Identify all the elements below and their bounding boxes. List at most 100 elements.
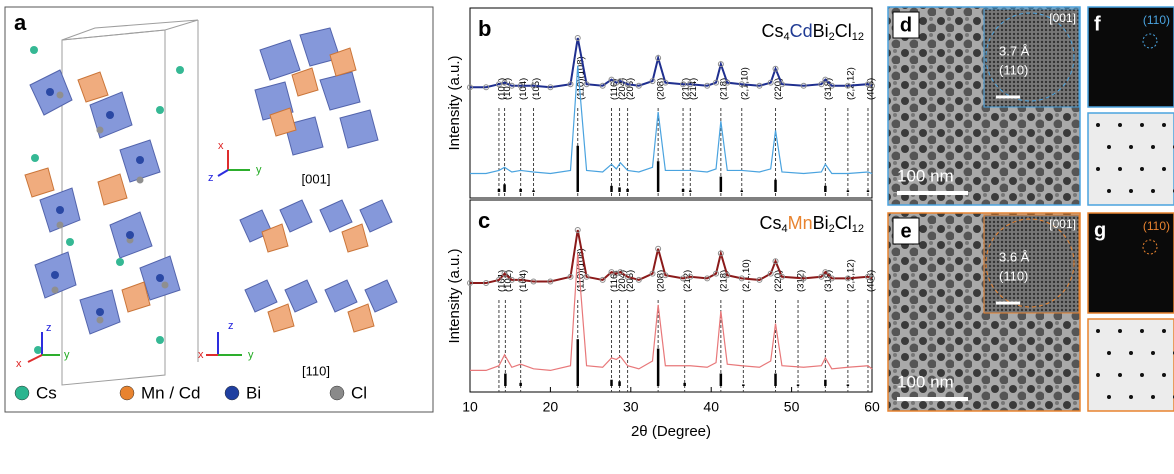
data-point bbox=[818, 81, 825, 88]
data-point bbox=[583, 81, 590, 88]
axis-label: x bbox=[218, 140, 224, 152]
data-point bbox=[724, 272, 731, 279]
y-axis-label: Intensity (a.u.) bbox=[446, 248, 463, 343]
formula-part: Cd bbox=[790, 21, 813, 41]
data-point bbox=[778, 81, 785, 88]
hrtem-inset bbox=[983, 8, 1080, 108]
peak-label: (2,2,12) bbox=[845, 67, 856, 100]
legend-swatch bbox=[329, 385, 345, 401]
fft-circle bbox=[1142, 239, 1158, 255]
diffraction-spot bbox=[1162, 373, 1166, 377]
data-point bbox=[680, 275, 687, 282]
diffraction-spot bbox=[1096, 329, 1100, 333]
data-point bbox=[649, 270, 656, 277]
data-point bbox=[530, 278, 537, 285]
fft-image bbox=[1087, 6, 1174, 108]
peak-label: (212) bbox=[682, 270, 693, 292]
peak-label: (116) bbox=[609, 271, 620, 292]
data-point bbox=[772, 258, 779, 265]
data-point bbox=[704, 275, 711, 282]
data-point bbox=[756, 276, 763, 283]
axis-label: z bbox=[228, 320, 234, 332]
formula-part: 2 bbox=[829, 223, 835, 235]
peak-label: (220) bbox=[773, 270, 784, 292]
diffraction-spot bbox=[1118, 329, 1122, 333]
diffraction-spot bbox=[1129, 351, 1133, 355]
diffraction-spot bbox=[1151, 395, 1155, 399]
data-point bbox=[599, 82, 606, 89]
data-point bbox=[617, 78, 624, 85]
data-point bbox=[501, 270, 508, 277]
data-point bbox=[508, 82, 515, 89]
peak-label: (101) bbox=[496, 78, 507, 100]
crystal-structure bbox=[24, 19, 398, 386]
diffraction-spot bbox=[1096, 167, 1100, 171]
diffraction-spot bbox=[1118, 167, 1122, 171]
data-point bbox=[738, 275, 745, 282]
data-point bbox=[530, 82, 537, 89]
data-point bbox=[828, 275, 835, 282]
scale-label: 100 nm bbox=[897, 372, 954, 391]
legend-label: Mn / Cd bbox=[141, 383, 201, 402]
formula-part: Mn bbox=[788, 213, 813, 233]
data-point bbox=[800, 275, 807, 282]
data-point bbox=[547, 278, 554, 285]
diffraction-spot bbox=[1096, 123, 1100, 127]
diffraction-spot bbox=[1118, 123, 1122, 127]
data-point bbox=[822, 269, 829, 276]
peak-label: (318) bbox=[823, 78, 834, 100]
data-point bbox=[717, 61, 724, 68]
plot-frame bbox=[469, 199, 873, 393]
data-point bbox=[869, 275, 875, 282]
axis-label: x bbox=[198, 349, 204, 361]
plane: (110) bbox=[999, 62, 1028, 77]
diffraction-spot bbox=[1140, 329, 1144, 333]
series-line bbox=[470, 229, 873, 285]
peak-label: (214) bbox=[688, 78, 699, 100]
view-label: [001] bbox=[302, 171, 331, 186]
data-point bbox=[508, 276, 515, 283]
data-point bbox=[713, 79, 720, 86]
formula: Cs4CdBi2Cl12 bbox=[761, 21, 864, 43]
peak-label: (208) bbox=[656, 270, 667, 292]
peak-label: (2,1,10) bbox=[741, 259, 752, 292]
formula-part: Cs bbox=[759, 213, 781, 233]
formula-part: Cl bbox=[835, 213, 852, 233]
formula-part: 4 bbox=[781, 223, 787, 235]
d-spacing: 3.7 Å bbox=[999, 43, 1030, 58]
formula-part: Cs bbox=[761, 21, 783, 41]
formula-part: Bi bbox=[813, 213, 829, 233]
peak-label: (218) bbox=[718, 270, 729, 292]
diffraction-spot bbox=[1118, 373, 1122, 377]
data-point bbox=[767, 79, 774, 86]
diffraction-spot bbox=[1129, 189, 1133, 193]
label-box bbox=[892, 11, 920, 39]
data-point bbox=[649, 78, 656, 85]
inset-circle bbox=[985, 12, 1075, 102]
peak-label: (104) bbox=[518, 78, 529, 100]
panel-label: g bbox=[1094, 219, 1106, 241]
y-axis-label: Intensity (a.u.) bbox=[446, 55, 463, 150]
data-point bbox=[767, 270, 774, 277]
formula-part: 4 bbox=[783, 31, 789, 43]
peak-label: (212) bbox=[681, 78, 692, 100]
data-point bbox=[717, 250, 724, 257]
peak-label: (218) bbox=[718, 78, 729, 100]
scale-label: 100 nm bbox=[897, 166, 954, 185]
diffraction-spot bbox=[1129, 145, 1133, 149]
data-point bbox=[844, 275, 851, 282]
formula-part: 2 bbox=[829, 31, 835, 43]
legend-label: Bi bbox=[246, 383, 261, 402]
diffraction-spot bbox=[1096, 373, 1100, 377]
peak-label: (408) bbox=[865, 78, 876, 100]
peak-label: (204) bbox=[617, 270, 628, 292]
legend-swatch bbox=[119, 385, 135, 401]
data-point bbox=[501, 79, 508, 86]
data-point bbox=[687, 81, 694, 88]
data-point bbox=[567, 81, 574, 88]
plane: (110) bbox=[999, 268, 1028, 283]
data-point bbox=[662, 272, 669, 279]
data-point bbox=[467, 84, 473, 91]
data-point bbox=[617, 269, 624, 276]
legend-label: Cl bbox=[351, 383, 367, 402]
